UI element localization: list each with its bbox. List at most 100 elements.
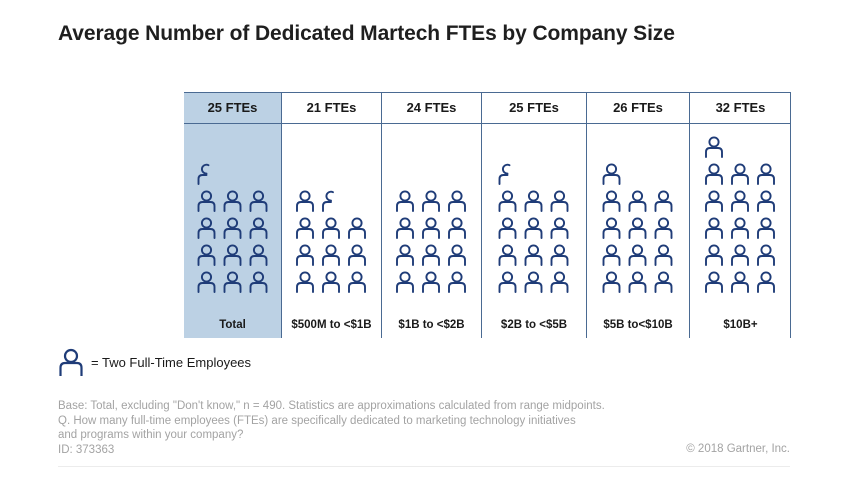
person-icon bbox=[628, 244, 647, 266]
chart-title: Average Number of Dedicated Martech FTEs… bbox=[58, 22, 675, 45]
person-icon bbox=[322, 271, 340, 293]
person-icon bbox=[396, 190, 414, 212]
person-icon bbox=[705, 136, 723, 158]
person-icon bbox=[550, 217, 569, 239]
person-icon bbox=[757, 190, 775, 212]
person-icon bbox=[348, 271, 366, 293]
table-right-rule bbox=[790, 92, 791, 338]
column-label: $1B to <$2B bbox=[398, 319, 465, 331]
person-icon bbox=[705, 163, 723, 185]
person-icon bbox=[524, 271, 543, 293]
question-note-cont: and programs within your company? bbox=[58, 429, 244, 441]
person-icon bbox=[498, 217, 517, 239]
column-5b-10b: 26 FTEs $5B to<$10B bbox=[586, 92, 689, 338]
person-icon bbox=[731, 244, 749, 266]
half-person-icon bbox=[498, 163, 511, 185]
person-icon bbox=[396, 271, 414, 293]
person-icon bbox=[223, 271, 242, 293]
person-icon bbox=[322, 217, 340, 239]
person-icon bbox=[705, 271, 723, 293]
person-icon bbox=[654, 271, 673, 293]
person-icon bbox=[197, 217, 216, 239]
column-label: Total bbox=[219, 319, 246, 331]
person-icon bbox=[628, 190, 647, 212]
id-note: ID: 373363 bbox=[58, 443, 115, 456]
base-note: Base: Total, excluding "Don't know," n =… bbox=[58, 400, 605, 412]
person-icon bbox=[602, 190, 621, 212]
person-icon bbox=[731, 271, 749, 293]
person-icon bbox=[348, 244, 366, 266]
person-icon bbox=[422, 244, 440, 266]
person-icon bbox=[249, 217, 268, 239]
person-icon bbox=[197, 190, 216, 212]
person-icon bbox=[550, 190, 569, 212]
copyright: © 2018 Gartner, Inc. bbox=[686, 443, 790, 455]
person-icon bbox=[602, 163, 621, 185]
person-icon bbox=[448, 217, 466, 239]
column-header: 25 FTEs bbox=[207, 100, 258, 115]
person-icon bbox=[731, 163, 749, 185]
bottom-rule bbox=[58, 466, 790, 467]
column-header: 26 FTEs bbox=[613, 100, 663, 115]
person-icon bbox=[498, 244, 517, 266]
person-icon bbox=[654, 244, 673, 266]
person-icon bbox=[550, 271, 569, 293]
column-header: 25 FTEs bbox=[509, 100, 559, 115]
column-label: $500M to <$1B bbox=[291, 319, 372, 331]
person-icon bbox=[396, 244, 414, 266]
person-icon bbox=[654, 217, 673, 239]
column-total: 25 FTEs Total bbox=[184, 92, 281, 338]
person-icon bbox=[296, 217, 314, 239]
person-icon bbox=[757, 163, 775, 185]
person-icon bbox=[422, 217, 440, 239]
column-label: $5B to<$10B bbox=[603, 319, 673, 331]
person-icon bbox=[322, 244, 340, 266]
person-icon bbox=[197, 244, 216, 266]
person-icon bbox=[602, 271, 621, 293]
person-icon bbox=[757, 217, 775, 239]
person-icon bbox=[524, 217, 543, 239]
column-1b-2b: 24 FTEs $1B to <$2B bbox=[381, 92, 481, 338]
person-icon bbox=[448, 271, 466, 293]
person-icon bbox=[731, 190, 749, 212]
person-icon bbox=[602, 217, 621, 239]
header-rule bbox=[184, 123, 791, 124]
person-icon bbox=[348, 217, 366, 239]
person-icon bbox=[705, 190, 723, 212]
person-icon bbox=[498, 190, 517, 212]
person-icon bbox=[249, 244, 268, 266]
half-person-icon bbox=[322, 190, 334, 212]
person-icon bbox=[757, 271, 775, 293]
person-icon bbox=[628, 217, 647, 239]
person-icon bbox=[422, 190, 440, 212]
person-icon bbox=[524, 190, 543, 212]
person-icon bbox=[249, 190, 268, 212]
person-icon bbox=[422, 271, 440, 293]
legend-text: = Two Full-Time Employees bbox=[91, 355, 252, 370]
column-2b-5b: 25 FTEs $2B to <$5B bbox=[481, 92, 586, 338]
fte-chart: 25 FTEs Total 21 FTEs $500M to <$1B 24 F… bbox=[184, 92, 791, 338]
person-icon bbox=[498, 271, 517, 293]
person-icon bbox=[524, 244, 543, 266]
table-top-rule bbox=[184, 92, 791, 93]
person-icon bbox=[628, 271, 647, 293]
person-icon bbox=[448, 190, 466, 212]
person-icon bbox=[705, 244, 723, 266]
person-icon bbox=[296, 244, 314, 266]
person-icon bbox=[448, 244, 466, 266]
person-icon bbox=[197, 271, 216, 293]
person-icon bbox=[757, 244, 775, 266]
person-icon bbox=[223, 217, 242, 239]
person-icon bbox=[396, 217, 414, 239]
footnotes: Base: Total, excluding "Don't know," n =… bbox=[58, 399, 605, 457]
person-icon bbox=[550, 244, 569, 266]
column-header: 32 FTEs bbox=[715, 100, 766, 115]
person-icon bbox=[705, 217, 723, 239]
fte-icons bbox=[197, 136, 775, 293]
question-note: Q. How many full-time employees (FTEs) a… bbox=[58, 414, 576, 427]
column-header: 21 FTEs bbox=[306, 100, 357, 115]
column-label: $2B to <$5B bbox=[500, 319, 568, 331]
person-icon bbox=[731, 217, 749, 239]
person-icon bbox=[249, 271, 268, 293]
column-10b-plus: 32 FTEs $10B+ bbox=[689, 92, 791, 338]
